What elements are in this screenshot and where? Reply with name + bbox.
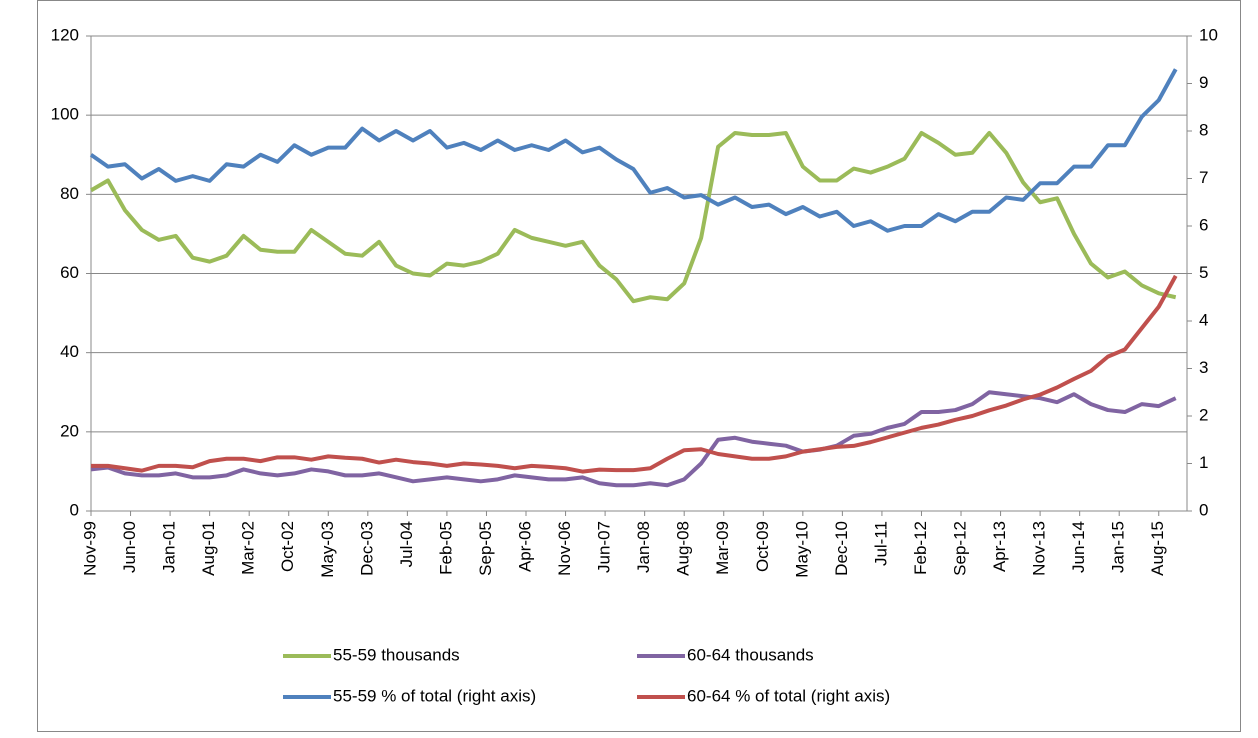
- x-tick-label: Sep-05: [476, 521, 495, 576]
- y2-tick-label: 6: [1199, 215, 1208, 234]
- y2-tick-label: 8: [1199, 120, 1208, 139]
- x-tick-label: Oct-09: [753, 521, 772, 572]
- x-tick-label: Aug-01: [199, 521, 218, 576]
- x-tick-label: Jul-04: [397, 521, 416, 567]
- x-tick-label: Aug-08: [674, 521, 693, 576]
- x-tick-label: May-03: [318, 521, 337, 578]
- x-tick-label: Jan-08: [634, 521, 653, 573]
- x-tick-label: Nov-99: [80, 521, 99, 576]
- y2-tick-label: 5: [1199, 263, 1208, 282]
- x-tick-label: Nov-06: [555, 521, 574, 576]
- x-tick-label: Feb-05: [436, 521, 455, 575]
- x-tick-label: Jun-14: [1069, 521, 1088, 573]
- y2-tick-label: 10: [1199, 25, 1218, 44]
- y-tick-label: 20: [60, 421, 79, 440]
- y-tick-label: 100: [51, 105, 79, 124]
- x-tick-label: Dec-10: [832, 521, 851, 576]
- x-tick-label: Aug-15: [1148, 521, 1167, 576]
- x-tick-label: Mar-02: [239, 521, 258, 575]
- series-line: [89, 68, 1178, 233]
- y2-tick-label: 4: [1199, 310, 1208, 329]
- x-tick-label: Jan-01: [160, 521, 179, 573]
- series-line: [89, 130, 1177, 304]
- x-tick-label: Mar-09: [713, 521, 732, 575]
- legend-label: 60-64 % of total (right axis): [687, 686, 890, 705]
- y2-tick-label: 9: [1199, 73, 1208, 92]
- x-tick-label: Oct-02: [278, 521, 297, 572]
- legend-label: 55-59 % of total (right axis): [333, 686, 536, 705]
- y-tick-label: 40: [60, 342, 79, 361]
- x-tick-label: Feb-12: [911, 521, 930, 575]
- chart-border: [37, 0, 1241, 732]
- legend-label: 55-59 thousands: [333, 645, 460, 664]
- x-tick-label: Dec-03: [357, 521, 376, 576]
- y-tick-label: 60: [60, 263, 79, 282]
- y2-tick-label: 7: [1199, 168, 1208, 187]
- x-tick-label: Jun-00: [120, 521, 139, 573]
- x-tick-label: Jan-15: [1109, 521, 1128, 573]
- y-tick-label: 80: [60, 184, 79, 203]
- series-line: [90, 390, 1177, 488]
- x-tick-label: Jul-11: [871, 521, 890, 566]
- y2-tick-label: 2: [1199, 405, 1208, 424]
- y2-tick-label: 3: [1199, 358, 1208, 377]
- x-tick-label: Nov-13: [1030, 521, 1049, 576]
- y2-tick-label: 1: [1199, 453, 1208, 472]
- x-tick-label: May-10: [792, 521, 811, 578]
- y2-tick-label: 0: [1199, 500, 1208, 519]
- x-tick-label: Apr-06: [515, 521, 534, 572]
- series-line: [91, 274, 1178, 474]
- y-tick-label: 0: [70, 500, 79, 519]
- x-tick-label: Apr-13: [990, 521, 1009, 572]
- x-tick-label: Sep-12: [951, 521, 970, 576]
- legend-label: 60-64 thousands: [687, 645, 814, 664]
- x-tick-label: Jun-07: [595, 521, 614, 573]
- y-tick-label: 120: [51, 25, 79, 44]
